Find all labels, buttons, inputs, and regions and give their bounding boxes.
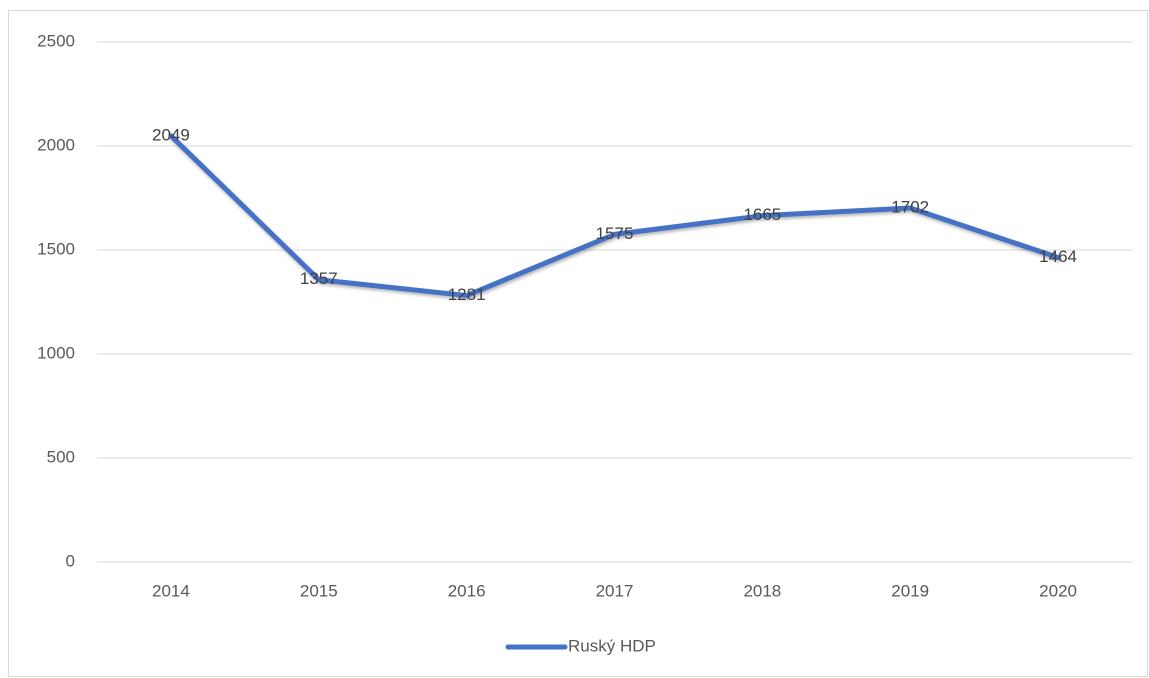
y-tick-label: 1500	[37, 239, 75, 258]
data-label: 1281	[448, 285, 486, 304]
y-tick-label: 0	[66, 551, 75, 570]
chart-border	[8, 10, 1148, 677]
x-tick-label: 2016	[448, 581, 486, 600]
series-line	[168, 133, 1061, 299]
data-label: 1665	[743, 205, 781, 224]
data-label: 1702	[891, 197, 929, 216]
data-label: 1357	[300, 269, 338, 288]
data-label: 1464	[1039, 247, 1077, 266]
x-tick-label: 2018	[743, 581, 781, 600]
legend-label: Ruský HDP	[568, 636, 656, 655]
y-tick-label: 1000	[37, 343, 75, 362]
data-label: 2049	[152, 125, 190, 144]
y-tick-label: 500	[47, 447, 75, 466]
x-tick-label: 2015	[300, 581, 338, 600]
x-tick-label: 2020	[1039, 581, 1077, 600]
x-tick-label: 2017	[596, 581, 634, 600]
data-label: 1575	[596, 224, 634, 243]
y-tick-label: 2000	[37, 135, 75, 154]
x-tick-label: 2014	[152, 581, 190, 600]
y-tick-label: 2500	[37, 31, 75, 50]
x-tick-label: 2019	[891, 581, 929, 600]
